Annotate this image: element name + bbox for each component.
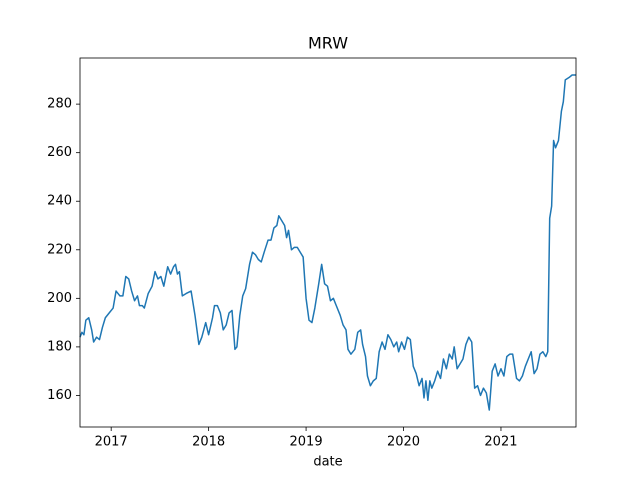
y-tick-label: 220 — [47, 242, 72, 257]
chart-title: MRW — [308, 34, 348, 53]
plot-frame — [79, 57, 577, 428]
x-axis-label: date — [313, 455, 342, 470]
x-tick-label: 2017 — [95, 435, 128, 450]
x-tick-label: 2021 — [484, 435, 517, 450]
x-tick-label: 2020 — [387, 435, 420, 450]
y-tick-label: 180 — [47, 339, 72, 354]
y-tick-label: 240 — [47, 194, 72, 209]
data-line — [79, 74, 576, 411]
y-tick-label: 160 — [47, 388, 72, 403]
y-tick-label: 200 — [47, 291, 72, 306]
x-tick-label: 2019 — [290, 435, 323, 450]
y-tick-label: 280 — [47, 97, 72, 112]
y-tick-label: 260 — [47, 145, 72, 160]
x-tick-label: 2018 — [192, 435, 225, 450]
